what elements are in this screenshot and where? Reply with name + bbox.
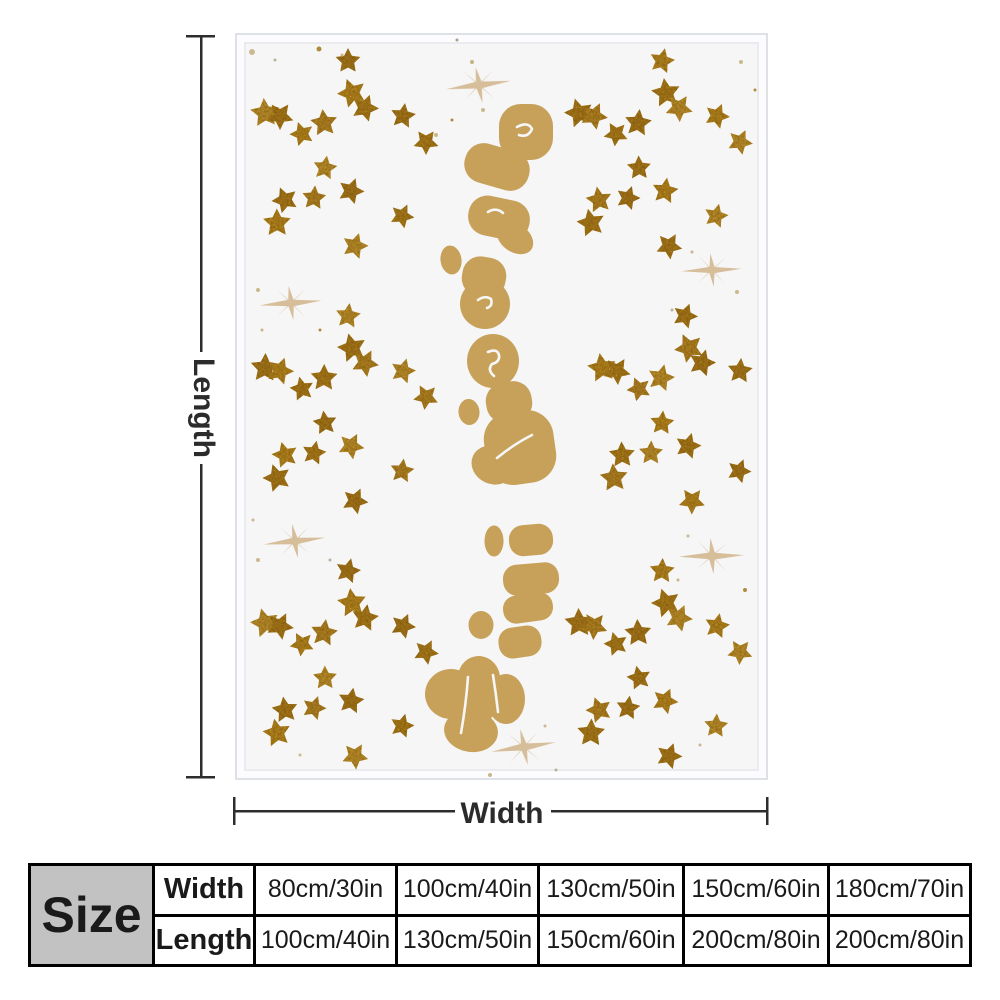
svg-text:Width: Width [460,797,543,830]
svg-text:Length: Length [187,358,220,458]
